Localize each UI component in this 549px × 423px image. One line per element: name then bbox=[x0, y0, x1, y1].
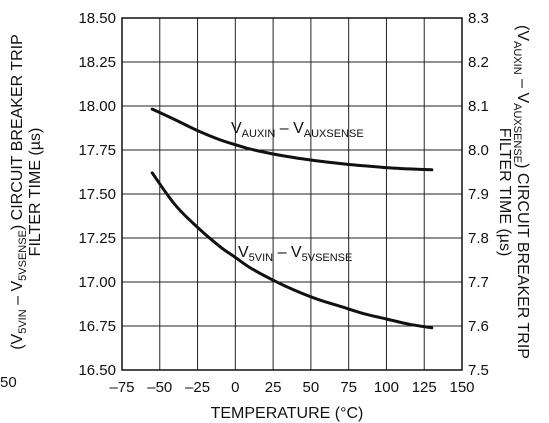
left-ylabel-line2: FILTER TIME (µs) bbox=[27, 128, 44, 257]
x-tick-label-8: 125 bbox=[412, 379, 437, 396]
y-right-tick-label-5: 8.0 bbox=[468, 142, 489, 159]
y-right-tick-label-1: 7.6 bbox=[468, 318, 489, 335]
right-ylabel-sub2: AUXSENSE bbox=[511, 103, 523, 163]
y-left-tick-label-5: 17.75 bbox=[78, 142, 116, 159]
y-left-tick-label-0: 16.50 bbox=[78, 362, 116, 379]
left-y-axis-title: (V5VIN – V5VSENSE) CIRCUIT BREAKER TRIP … bbox=[9, 34, 44, 350]
y-left-tick-label-8: 18.50 bbox=[78, 10, 116, 27]
y-right-tick-label-0: 7.5 bbox=[468, 362, 489, 379]
y-left-tick-label-7: 18.25 bbox=[78, 54, 116, 71]
v5-label-b: – V bbox=[273, 244, 302, 261]
y-right-tick-label-8: 8.3 bbox=[468, 10, 489, 27]
y-right-tick-label-6: 8.1 bbox=[468, 98, 489, 115]
stray-left-label: 50 bbox=[0, 374, 17, 391]
series-line-v5vin bbox=[150, 171, 434, 330]
aux-label-sub2: AUXSENSE bbox=[304, 128, 364, 140]
y-right-tick-label-2: 7.7 bbox=[468, 274, 489, 291]
x-tick-label-0: –75 bbox=[109, 379, 134, 396]
tick-labels: –75 –50 –25 0 25 50 75 100 125 150 16.50 16.75 17.00… bbox=[78, 10, 488, 396]
aux-label-b: – V bbox=[275, 120, 304, 137]
right-ylabel-a: (V bbox=[514, 25, 531, 41]
grid bbox=[122, 18, 462, 370]
left-ylabel-sub2: 5VSENSE bbox=[17, 230, 29, 281]
svg-text:(VAUXIN – VAUXSENSE) CIRCUIT B: (VAUXIN – VAUXSENSE) CIRCUIT BREAKER TRI… bbox=[511, 25, 531, 359]
series-layer bbox=[150, 107, 434, 330]
y-right-tick-label-7: 8.2 bbox=[468, 54, 489, 71]
right-ylabel-sub1: AUXIN bbox=[511, 41, 523, 75]
left-ylabel-c: ) CIRCUIT BREAKER TRIP bbox=[9, 34, 26, 230]
series-line-auxin bbox=[150, 107, 434, 172]
left-ylabel-sub1: 5VIN bbox=[17, 309, 29, 334]
series-label-5vin: V5VIN – V5VSENSE bbox=[238, 244, 352, 264]
plot-frame bbox=[121, 17, 463, 371]
x-tick-label-4: 25 bbox=[265, 379, 282, 396]
right-ylabel-line2: FILTER TIME (µs) bbox=[496, 128, 513, 257]
svg-text:(V5VIN – V5VSENSE) CIRCUIT BRE: (V5VIN – V5VSENSE) CIRCUIT BREAKER TRIP bbox=[9, 34, 29, 350]
right-ylabel-b: – V bbox=[514, 75, 531, 104]
x-tick-label-9: 150 bbox=[449, 379, 474, 396]
v5-label-sub2: 5VSENSE bbox=[302, 252, 353, 264]
x-axis-title: TEMPERATURE (°C) bbox=[211, 405, 364, 422]
y-right-tick-label-4: 7.9 bbox=[468, 186, 489, 203]
right-ylabel-c: ) CIRCUIT BREAKER TRIP bbox=[514, 163, 531, 359]
v5-label-a: V bbox=[238, 244, 249, 261]
series-label-auxin: VAUXIN – VAUXSENSE bbox=[231, 120, 364, 140]
x-tick-label-2: –25 bbox=[185, 379, 210, 396]
left-ylabel-b: – V bbox=[9, 281, 26, 310]
aux-label-sub1: AUXIN bbox=[242, 128, 276, 140]
aux-label-a: V bbox=[231, 120, 242, 137]
x-tick-label-7: 100 bbox=[374, 379, 399, 396]
y-left-tick-label-4: 17.50 bbox=[78, 186, 116, 203]
x-tick-label-3: 0 bbox=[231, 379, 239, 396]
right-y-axis-title: (VAUXIN – VAUXSENSE) CIRCUIT BREAKER TRI… bbox=[496, 25, 531, 359]
y-left-tick-label-2: 17.00 bbox=[78, 274, 116, 291]
left-ylabel-a: (V bbox=[9, 333, 26, 349]
x-tick-label-1: –50 bbox=[147, 379, 172, 396]
y-left-tick-label-1: 16.75 bbox=[78, 318, 116, 335]
y-left-tick-label-6: 18.00 bbox=[78, 98, 116, 115]
v5-label-sub1: 5VIN bbox=[249, 252, 274, 264]
y-left-tick-label-3: 17.25 bbox=[78, 230, 116, 247]
y-right-tick-label-3: 7.8 bbox=[468, 230, 489, 247]
x-tick-label-5: 50 bbox=[303, 379, 320, 396]
plot-border bbox=[121, 17, 463, 371]
x-tick-label-6: 75 bbox=[340, 379, 357, 396]
